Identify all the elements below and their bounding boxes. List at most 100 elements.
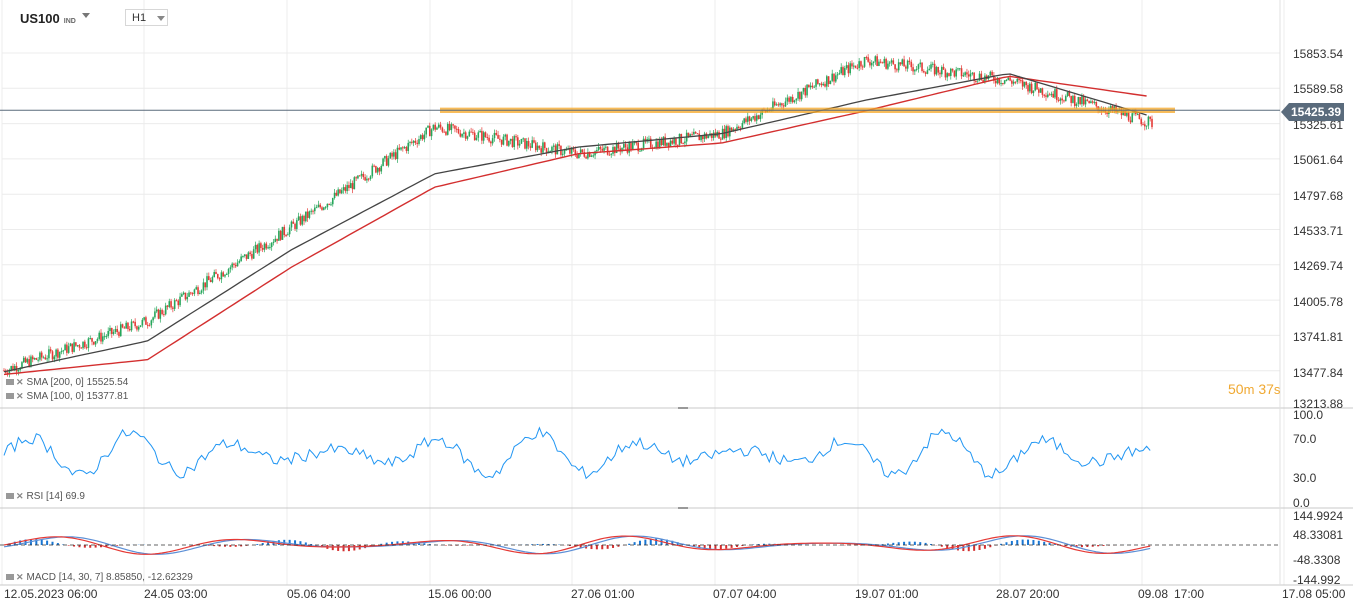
- candle-body: [60, 351, 63, 353]
- macd-legend[interactable]: ✕ MACD [14, 30, 7] 8.85850, -12.62329: [6, 572, 193, 583]
- candle-body: [772, 101, 774, 110]
- sma100-legend[interactable]: ✕ SMA [100, 0] 15377.81: [6, 391, 128, 402]
- candle-body: [141, 319, 144, 326]
- candle-body: [597, 146, 600, 151]
- candle-body: [1147, 116, 1150, 126]
- candle-body: [150, 320, 153, 326]
- candle-body: [75, 342, 77, 346]
- candle-body: [973, 72, 975, 81]
- candle-body: [831, 73, 834, 81]
- close-icon[interactable]: ✕: [16, 572, 24, 582]
- candle-body: [680, 133, 683, 144]
- macd-histogram-bar: [725, 545, 728, 549]
- candle-body: [247, 252, 250, 259]
- candle-body: [216, 274, 219, 279]
- macd-histogram-bar: [1086, 545, 1089, 548]
- candle-body: [581, 149, 584, 153]
- macd-histogram-bar: [671, 540, 674, 545]
- candle-body: [446, 123, 449, 135]
- macd-signal-line: [3, 535, 1151, 555]
- candle-body: [49, 349, 52, 352]
- candle-body: [572, 147, 575, 150]
- candle-body: [450, 124, 453, 131]
- candle-body: [389, 152, 392, 159]
- candle-body: [418, 139, 420, 144]
- candle-body: [53, 356, 56, 360]
- candle-body: [134, 321, 136, 327]
- pane-resize-handle[interactable]: [678, 507, 688, 509]
- candle-body: [1129, 120, 1132, 123]
- candle-body: [261, 247, 264, 250]
- macd-histogram-bar: [983, 545, 986, 549]
- candle-body: [666, 142, 668, 146]
- close-icon[interactable]: ✕: [16, 491, 24, 501]
- candle-body: [100, 332, 102, 342]
- candle-body: [409, 141, 411, 143]
- candle-body: [432, 124, 435, 130]
- candle-body: [303, 215, 305, 222]
- candle-body: [443, 131, 445, 133]
- settings-icon[interactable]: [6, 379, 14, 386]
- candle-body: [702, 135, 704, 140]
- candle-body: [414, 140, 417, 143]
- macd-histogram-bar: [304, 542, 307, 545]
- candle-body: [473, 132, 476, 141]
- candle-body: [1142, 124, 1144, 126]
- macd-histogram-bar: [612, 545, 615, 548]
- macd-histogram-bar: [337, 545, 340, 551]
- candle-body: [843, 68, 846, 76]
- settings-icon[interactable]: [6, 493, 14, 500]
- close-icon[interactable]: ✕: [16, 391, 24, 401]
- candle-body: [1088, 100, 1090, 104]
- pane-resize-handle[interactable]: [678, 407, 688, 409]
- close-icon[interactable]: ✕: [16, 377, 24, 387]
- candle-body: [1002, 83, 1004, 85]
- time-tick: 28.07 20:00: [996, 587, 1060, 601]
- candle-body: [773, 101, 776, 106]
- symbol-selector[interactable]: US100 IND: [20, 11, 76, 26]
- candle-body: [912, 67, 914, 72]
- settings-icon[interactable]: [6, 574, 14, 581]
- candle-body: [939, 72, 941, 75]
- candle-body: [800, 91, 803, 100]
- symbol-dropdown-icon[interactable]: [82, 13, 90, 18]
- rsi-legend[interactable]: ✕ RSI [14] 69.9: [6, 491, 85, 502]
- candle-body: [145, 317, 147, 325]
- settings-icon[interactable]: [6, 393, 14, 400]
- macd-histogram-bar: [347, 545, 350, 552]
- candle-body: [1136, 114, 1139, 116]
- macd-histogram-bar: [752, 544, 755, 545]
- candle-body: [833, 73, 835, 82]
- candle-body: [21, 362, 23, 369]
- candle-body: [592, 155, 595, 157]
- macd-line: [3, 535, 1151, 555]
- timeframe-select[interactable]: H1: [125, 9, 168, 26]
- candle-body: [569, 148, 571, 154]
- candle-body: [1020, 80, 1022, 82]
- candle-body: [434, 124, 436, 130]
- candle-body: [306, 211, 309, 218]
- candle-body: [671, 140, 674, 144]
- macd-histogram-bar: [1102, 545, 1105, 546]
- macd-histogram-bar: [100, 545, 103, 548]
- candle-body: [1050, 93, 1053, 96]
- candle-body: [227, 269, 230, 274]
- candle-body: [644, 138, 647, 142]
- candle-body: [479, 130, 481, 133]
- candle-body: [960, 68, 963, 77]
- candle-body: [649, 138, 652, 148]
- candle-body: [894, 64, 896, 70]
- macd-histogram-bar: [56, 543, 59, 545]
- candle-body: [305, 211, 307, 222]
- candle-body: [1138, 114, 1141, 120]
- price-tick: 13741.81: [1293, 330, 1344, 344]
- candle-body: [67, 346, 70, 353]
- macd-histogram-bar: [552, 544, 555, 545]
- candle-body: [915, 68, 918, 70]
- macd-histogram-bar: [342, 545, 345, 552]
- candle-body: [827, 76, 830, 85]
- candle-body: [1032, 90, 1035, 94]
- sma200-legend[interactable]: ✕ SMA [200, 0] 15525.54: [6, 377, 128, 388]
